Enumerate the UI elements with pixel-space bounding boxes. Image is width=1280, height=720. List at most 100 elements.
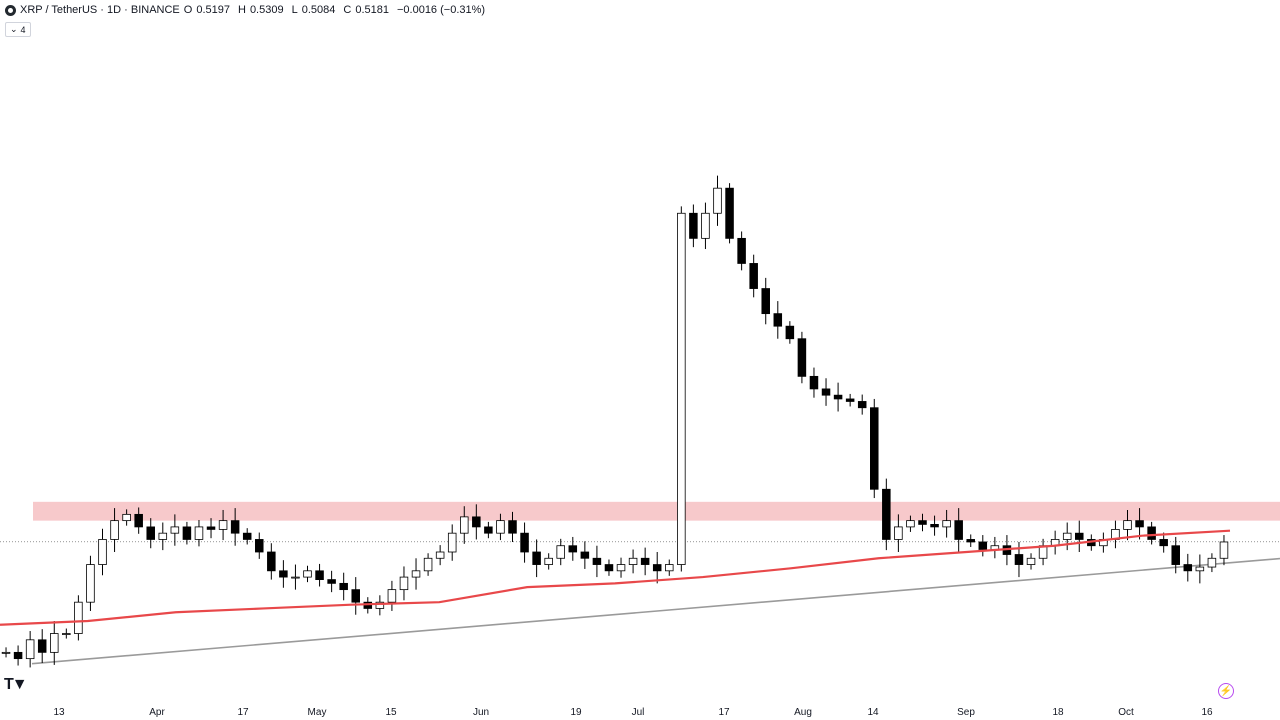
candle-body: [37, 639, 47, 653]
candle-body: [110, 520, 119, 540]
candle-body: [942, 520, 951, 528]
candle-body: [520, 532, 529, 553]
candle-body: [472, 516, 481, 528]
candle-body: [604, 564, 614, 572]
candle-body: [749, 263, 758, 289]
candle-body: [1062, 532, 1072, 540]
candle-body: [1183, 564, 1193, 572]
candle-body: [206, 526, 216, 530]
candle-body: [218, 520, 228, 530]
candle-body: [930, 524, 939, 528]
candle-body: [122, 513, 131, 522]
candle-body: [568, 545, 578, 553]
candle-body: [870, 407, 879, 490]
x-tick-label: Oct: [1118, 707, 1134, 718]
resistance-zone: [33, 501, 1280, 521]
low-value: 0.5084: [301, 4, 336, 16]
moving-average-line: [0, 529, 1231, 626]
candle-body: [242, 532, 252, 540]
x-tick-label: 16: [1201, 707, 1213, 718]
x-tick-label: 17: [718, 707, 730, 718]
x-tick-label: Apr: [149, 707, 165, 718]
symbol-title[interactable]: XRP / TetherUS · 1D · BINANCE: [20, 4, 180, 16]
x-axis: 13 Apr 17 May 15 Jun 19 Jul 17 Aug 14 Sep 18 Oct 16: [53, 707, 1213, 718]
candle-body: [882, 488, 891, 540]
candle-body: [918, 520, 927, 525]
x-tick-label: Sep: [957, 707, 975, 718]
candle-body: [460, 516, 469, 534]
candle-body: [62, 633, 71, 635]
candle-body: [255, 539, 264, 553]
candle-body: [1014, 554, 1024, 565]
candle-body: [689, 212, 698, 239]
candle-body: [809, 375, 819, 390]
candle-body: [616, 564, 626, 572]
candle-body: [339, 582, 348, 591]
candle-body: [894, 526, 903, 540]
candle-body: [1, 651, 11, 654]
open-value: 0.5197: [196, 4, 230, 16]
high-label: H: [237, 4, 246, 16]
indicator-count: 4: [20, 24, 26, 35]
x-tick-label: May: [308, 707, 327, 718]
candle-body: [1207, 557, 1217, 568]
candle-body: [351, 589, 360, 603]
x-tick-label: Jul: [632, 707, 645, 718]
candle-body: [845, 398, 855, 402]
low-label: L: [291, 4, 298, 16]
candle-body: [1195, 566, 1205, 572]
candle-body: [423, 557, 433, 572]
candle-body: [592, 557, 602, 565]
candle-body: [74, 601, 83, 634]
candle-body: [797, 338, 807, 377]
change-value: −0.0016 (−0.31%): [396, 4, 486, 16]
candle-body: [580, 551, 590, 559]
candle-body: [399, 576, 409, 591]
candle-body: [134, 513, 143, 528]
candle-body: [978, 541, 988, 550]
candle-body: [833, 394, 843, 400]
candle-body: [713, 187, 722, 214]
support-trendline: [31, 557, 1280, 665]
x-tick-label: 19: [570, 707, 582, 718]
tradingview-logo-icon[interactable]: T▼: [4, 676, 28, 693]
candle-body: [785, 325, 795, 340]
candle-body: [279, 570, 288, 578]
candle-body: [544, 557, 553, 565]
candle-body: [496, 520, 505, 534]
candle-body: [146, 526, 155, 540]
candle-body: [725, 187, 734, 239]
candle-body: [652, 564, 662, 572]
candle-body: [1171, 545, 1180, 565]
candle-body: [170, 526, 180, 534]
candle-body: [387, 589, 397, 603]
x-tick-label: Aug: [794, 707, 812, 718]
candle-body: [98, 539, 107, 565]
candle-body: [182, 526, 192, 540]
candle-body: [906, 520, 915, 528]
candle-body: [761, 288, 770, 315]
close-value: 0.5181: [355, 4, 389, 16]
candle-body: [435, 551, 445, 559]
candle-body: [1219, 541, 1229, 559]
x-tick-label: 18: [1052, 707, 1064, 718]
chevron-down-icon: ⌄: [10, 24, 18, 34]
candle-body: [954, 520, 963, 540]
candle-body: [194, 526, 204, 540]
x-tick-label: Jun: [473, 707, 489, 718]
lightning-icon[interactable]: ⚡: [1218, 683, 1234, 699]
candle-body: [966, 539, 975, 543]
candle-body: [411, 570, 421, 578]
candle-body: [508, 520, 517, 534]
x-tick-label: 17: [237, 707, 249, 718]
candle-body: [665, 564, 674, 572]
candle-body: [640, 557, 650, 565]
candle-body: [821, 388, 831, 396]
candle-body: [447, 532, 457, 553]
close-label: C: [343, 4, 352, 16]
indicator-toggle-button[interactable]: ⌄ 4: [5, 22, 31, 37]
candle-body: [1147, 526, 1156, 540]
candle-body: [230, 520, 240, 534]
